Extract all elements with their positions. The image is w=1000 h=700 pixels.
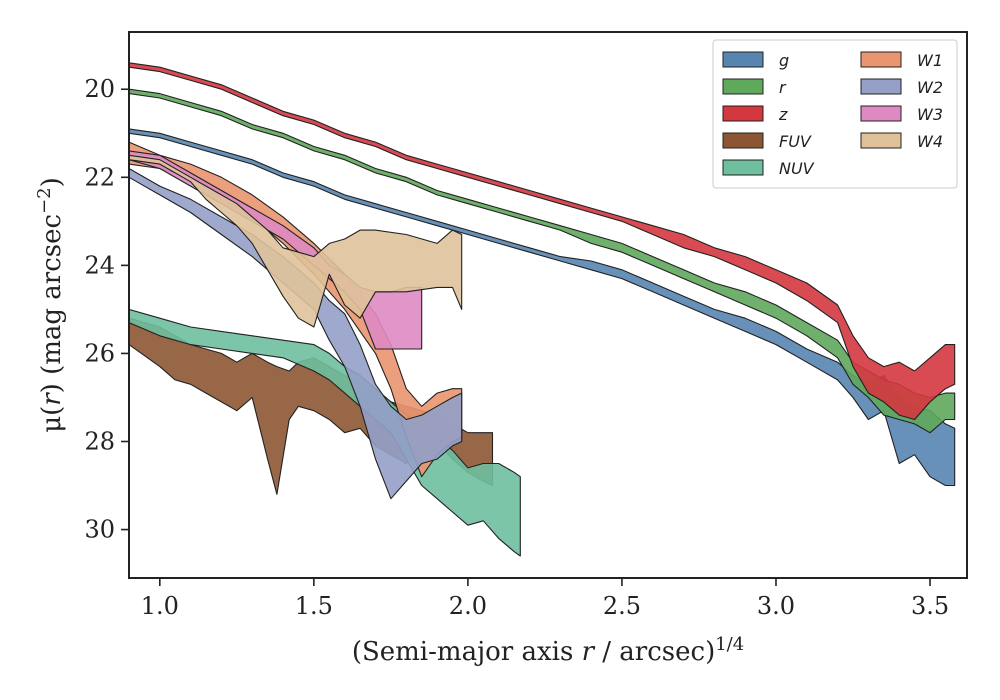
legend-swatch-W2 (860, 78, 902, 95)
y-tick-label: 26 (84, 339, 115, 367)
x-axis: 1.0 1.5 2.0 2.5 3.0 3.5 (141, 578, 949, 620)
x-tick-label: 2.0 (449, 592, 487, 620)
series-band-g (129, 128, 956, 487)
series-band-r (129, 88, 956, 434)
legend-label-NUV: NUV (779, 159, 815, 178)
legend-box (712, 39, 958, 189)
legend-swatch-W1 (860, 51, 902, 68)
legend-swatch-g (722, 51, 764, 68)
legend-label-r: r (779, 78, 787, 97)
series-layer (129, 62, 956, 557)
y-tick-label: 30 (84, 516, 115, 544)
legend-swatch-W4 (860, 132, 902, 149)
series-band-W4 (129, 154, 463, 328)
legend-label-W1: W1 (917, 51, 943, 70)
legend-label-g: g (779, 51, 789, 70)
legend-swatch-r (722, 78, 764, 95)
x-tick-label: 3.5 (911, 592, 949, 620)
series-band-z (129, 62, 956, 421)
legend-label-W4: W4 (917, 132, 943, 151)
x-axis-label: (Semi-major axis r / arcsec)1/4 (352, 634, 744, 667)
legend-swatch-z (722, 105, 764, 122)
y-tick-label: 28 (84, 428, 115, 456)
legend-swatch-W3 (860, 105, 902, 122)
x-tick-label: 2.5 (603, 592, 641, 620)
legend-swatch-NUV (722, 159, 764, 176)
x-tick-label: 3.0 (757, 592, 795, 620)
legend-label-z: z (778, 105, 788, 124)
legend-label-FUV: FUV (779, 132, 812, 151)
y-tick-label: 22 (84, 163, 115, 191)
y-axis-label: μ(r) (mag arcsec−2) (34, 177, 67, 433)
y-tick-label: 20 (84, 75, 115, 103)
plot-frame (128, 31, 968, 579)
legend-swatch-FUV (722, 132, 764, 149)
series-band-NUV (129, 308, 521, 557)
legend-label-W3: W3 (917, 105, 943, 124)
x-tick-label: 1.0 (141, 592, 179, 620)
y-tick-label: 24 (84, 251, 115, 279)
y-axis: 20 22 24 26 28 30 (84, 75, 129, 544)
legend-label-W2: W2 (917, 78, 943, 97)
x-tick-label: 1.5 (295, 592, 333, 620)
legend: grz FUV NUV W1 W2 W3 W4 (712, 39, 958, 189)
